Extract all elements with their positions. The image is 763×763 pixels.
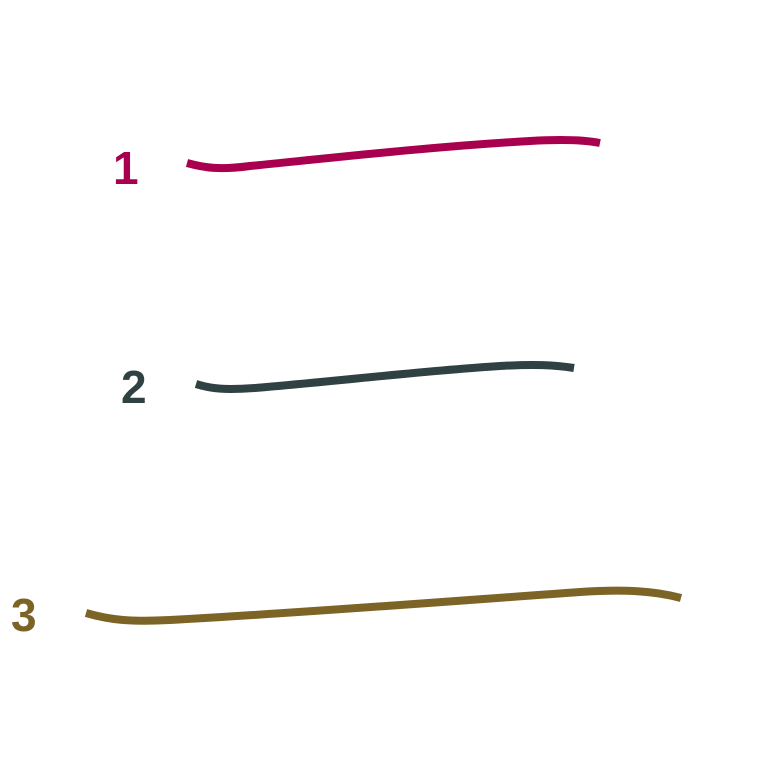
stroke-1: 1 — [113, 135, 601, 194]
stroke-2-number: 2 — [121, 361, 147, 413]
stroke-3: 3 — [11, 586, 683, 641]
stroke-3-number: 3 — [11, 589, 37, 641]
stroke-1-number: 1 — [113, 142, 139, 194]
stroke-2: 2 — [121, 360, 575, 413]
stroke-2-line — [194, 360, 575, 393]
stroke-1-line — [185, 135, 601, 173]
stroke-3-line — [84, 586, 683, 625]
